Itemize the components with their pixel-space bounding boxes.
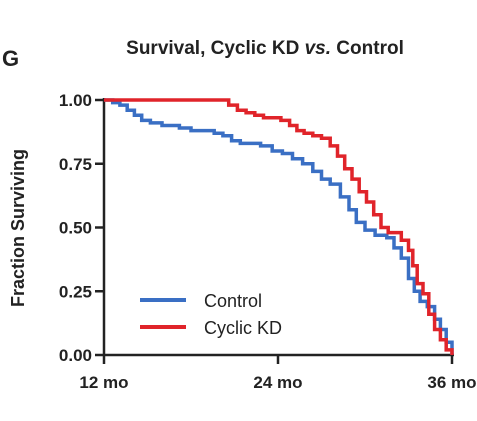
axes: 0.00 0.25 0.50 0.75 1.00 12 mo 24 mo 36 mo	[59, 91, 477, 392]
series-line-cyclic-kd	[104, 98, 454, 355]
y-tick-label: 0.25	[59, 282, 92, 301]
y-axis-label: Fraction Surviving	[8, 149, 28, 307]
x-tick-label: 36 mo	[427, 373, 476, 392]
series-line-control	[104, 98, 454, 355]
y-tick-label: 0.50	[59, 219, 92, 238]
chart-title: Survival, Cyclic KD vs. Control	[126, 38, 404, 59]
chart-title-post: Control	[331, 38, 404, 59]
x-tick-label: 12 mo	[79, 373, 128, 392]
panel-label: G	[2, 46, 19, 71]
series-layer	[104, 98, 454, 355]
chart-title-italic: vs.	[305, 38, 331, 59]
x-tick-label: 24 mo	[253, 373, 302, 392]
legend-label-control: Control	[204, 291, 262, 311]
y-tick-label: 0.75	[59, 155, 92, 174]
legend-label-cyclic-kd: Cyclic KD	[204, 318, 282, 338]
y-tick-label: 1.00	[59, 91, 92, 110]
legend: Control Cyclic KD	[140, 291, 282, 338]
y-tick-label: 0.00	[59, 346, 92, 365]
chart-title-pre: Survival, Cyclic KD	[126, 38, 304, 59]
